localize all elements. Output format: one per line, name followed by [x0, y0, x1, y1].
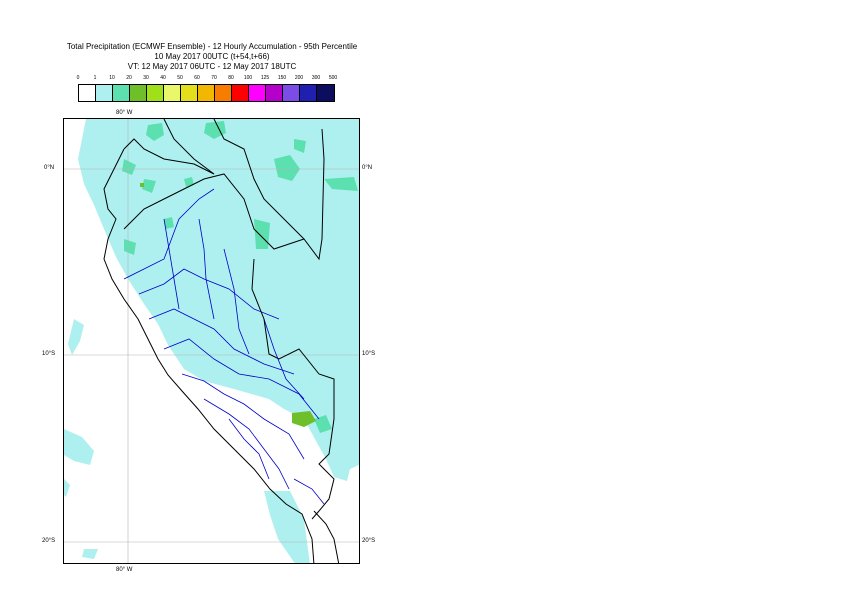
lat-label-10s-left: 10°S: [42, 351, 56, 357]
light-precip-ocean-2: [64, 429, 94, 465]
light-precip-ocean-4: [64, 479, 70, 497]
legend-label: 10: [109, 75, 115, 81]
light-precip-area: [78, 119, 359, 481]
top-longitude-label: 80° W: [116, 110, 133, 116]
colombia-border: [163, 119, 215, 175]
coastline: [103, 148, 315, 563]
lat-label-10s-right: 10°S: [362, 351, 376, 357]
legend-labels: 0 1 10 20 30 40 50 60 70 80 100 125 150 200 300 500: [76, 75, 346, 84]
map-frame: [63, 118, 360, 564]
legend-swatch: [317, 85, 334, 101]
legend-label: 20: [126, 75, 132, 81]
legend-swatch: [215, 85, 232, 101]
heavy-precip-patch: [292, 411, 316, 427]
legend-label: 40: [160, 75, 166, 81]
precipitation-legend: 0 1 10 20 30 40 50 60 70 80 100 125 150 200 300 500: [76, 75, 346, 102]
legend-swatch: [300, 85, 317, 101]
country-borders: [103, 119, 340, 563]
legend-swatch: [198, 85, 215, 101]
legend-swatch: [79, 85, 96, 101]
legend-label: 60: [194, 75, 200, 81]
brazil-border: [213, 119, 305, 240]
moderate-precip-patches: [122, 121, 358, 433]
legend-label: 300: [311, 75, 321, 81]
bottom-longitude-label: 80° W: [116, 567, 133, 573]
legend-label: 150: [277, 75, 287, 81]
light-precip-ocean-5: [82, 549, 98, 559]
light-precip-ocean-6: [354, 356, 359, 374]
ecuador-border: [123, 138, 215, 175]
legend-swatch: [181, 85, 198, 101]
legend-label: 1: [93, 75, 97, 81]
legend-label: 0: [76, 75, 80, 81]
map-title-block: Total Precipitation (ECMWF Ensemble) - 1…: [0, 42, 424, 72]
legend-label: 30: [143, 75, 149, 81]
lat-label-0-left: 0°N: [44, 165, 55, 171]
chile-bolivia-border: [313, 510, 340, 563]
valid-time: VT: 12 May 2017 06UTC - 12 May 2017 18UT…: [127, 62, 297, 71]
legend-label: 500: [328, 75, 338, 81]
legend-swatch: [147, 85, 164, 101]
legend-label: 125: [260, 75, 270, 81]
legend-label: 70: [211, 75, 217, 81]
peru-eastern-border: [251, 258, 335, 520]
legend-swatch: [266, 85, 283, 101]
precipitation-map: [64, 119, 359, 563]
heavy-precip-dot: [140, 183, 144, 187]
lat-label-20s-left: 20°S: [42, 538, 56, 544]
lat-label-20s-right: 20°S: [362, 538, 376, 544]
legend-swatch: [283, 85, 300, 101]
lat-label-0-right: 0°N: [362, 165, 373, 171]
light-precip-ocean-3: [264, 491, 310, 563]
legend-swatch: [249, 85, 266, 101]
legend-swatch: [113, 85, 130, 101]
peru-northern-border: [123, 128, 325, 261]
legend-swatch: [232, 85, 249, 101]
legend-label: 200: [294, 75, 304, 81]
legend-label: 100: [243, 75, 253, 81]
legend-label: 80: [228, 75, 234, 81]
legend-color-bar: [78, 84, 335, 102]
legend-swatch: [130, 85, 147, 101]
map-title: Total Precipitation (ECMWF Ensemble) - 1…: [66, 42, 358, 51]
light-precip-ocean-1: [68, 319, 84, 355]
legend-swatch: [164, 85, 181, 101]
legend-swatch: [96, 85, 113, 101]
base-time: 10 May 2017 00UTC (t+54,t+66): [154, 52, 270, 61]
legend-label: 50: [177, 75, 183, 81]
region-borders: [123, 188, 325, 505]
